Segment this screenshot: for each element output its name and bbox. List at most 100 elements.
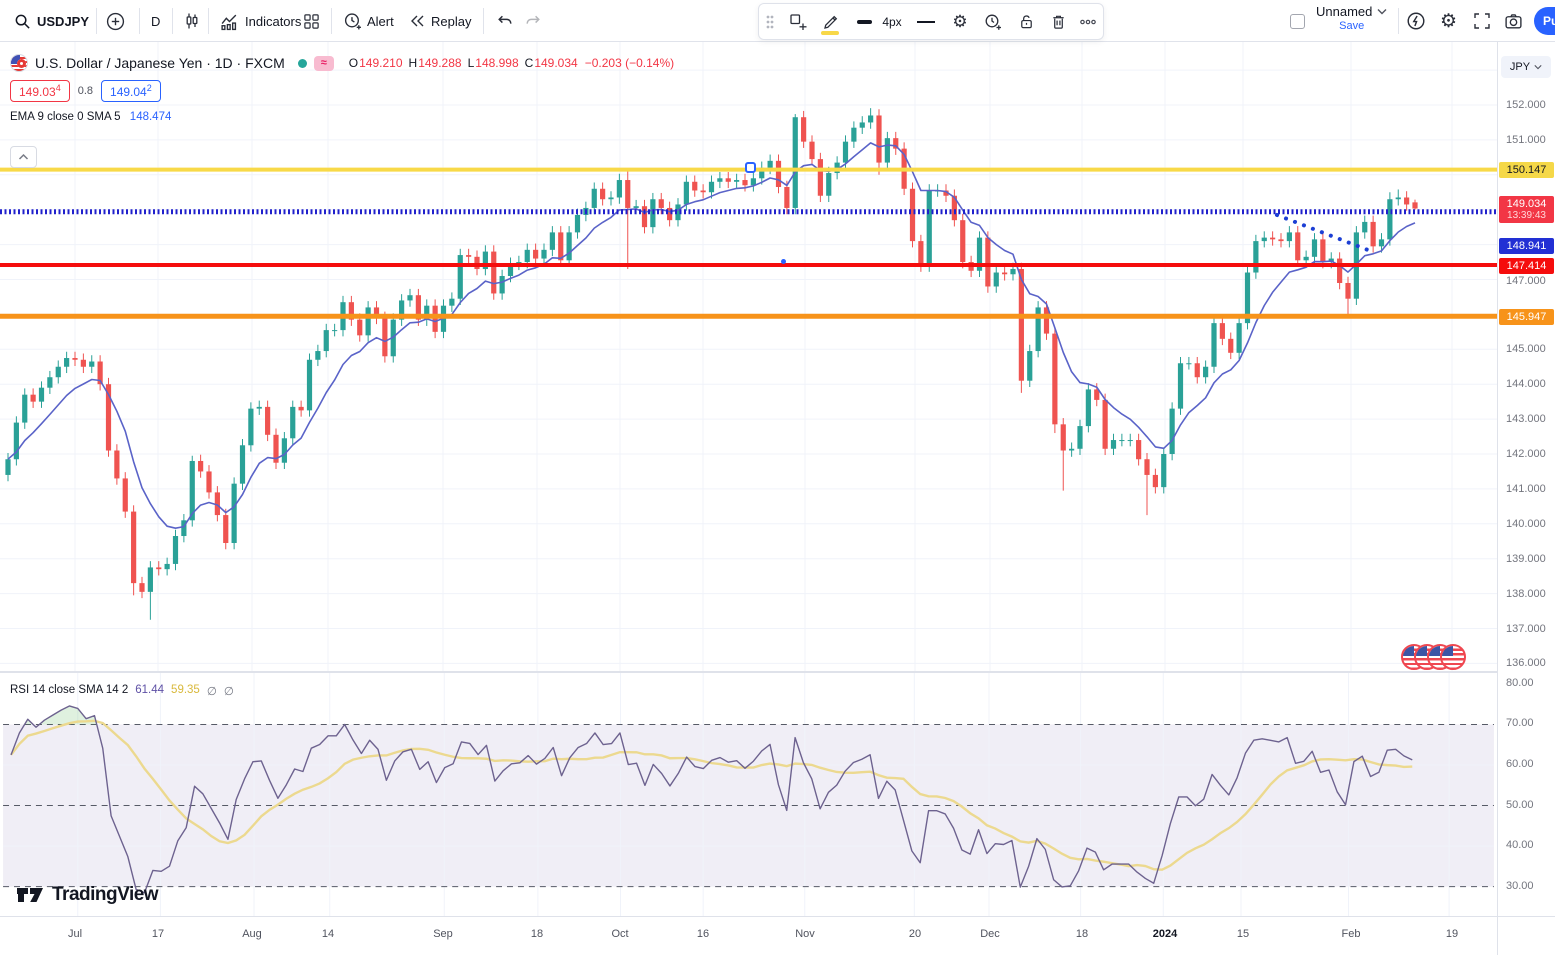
price-axis[interactable]: JPY 152.000 151.000 147.000 145.000 144.000 1…: [1497, 42, 1555, 945]
trendline: [1275, 213, 1370, 252]
chevron-up-icon: [18, 153, 29, 160]
symbol-title[interactable]: U.S. Dollar / Japanese Yen · 1D · FXCM: [35, 55, 285, 71]
axis-tick: 141.000: [1506, 483, 1546, 495]
currency-select[interactable]: JPY: [1501, 56, 1551, 78]
interval-button[interactable]: D: [151, 0, 160, 42]
spread-value: 0.8: [77, 85, 94, 97]
axis-tick: 143.000: [1506, 413, 1546, 425]
settings-button[interactable]: ⚙: [1440, 0, 1457, 42]
axis-tick: 144.000: [1506, 378, 1546, 390]
add-layout-button[interactable]: [783, 4, 813, 39]
replay-button[interactable]: Replay: [408, 0, 471, 42]
candles: [5, 108, 1418, 620]
tradingview-logo-icon: [17, 888, 43, 902]
symbol-search-button[interactable]: USDJPY: [14, 0, 89, 42]
quick-action-button[interactable]: [1406, 0, 1426, 42]
change-value: −0.203 (−0.14%): [584, 56, 675, 70]
time-axis[interactable]: Jul 17 Aug 14 Sep 18 Oct 16 Nov 20 Dec 18 2024 15 Feb 1…: [0, 916, 1555, 955]
search-icon: [15, 14, 30, 29]
axis-tick: 70.00: [1506, 717, 1534, 729]
divider: [139, 8, 140, 34]
snapshot-button[interactable]: [1504, 0, 1523, 42]
ema-line: [7, 142, 1416, 530]
axis-tick: 80.00: [1506, 677, 1534, 689]
buy-price-sup: 2: [146, 83, 152, 93]
pencil-icon: [824, 15, 838, 29]
low-label: L: [467, 56, 475, 70]
draw-tool-button[interactable]: [815, 4, 847, 39]
economic-event-flags[interactable]: [1401, 644, 1466, 670]
chart-legend: U.S. Dollar / Japanese Yen · 1D · FXCM ≈…: [10, 52, 675, 168]
buy-price: 149.04: [110, 85, 147, 99]
time-tick: Sep: [433, 928, 453, 940]
rsi-label: RSI 14 close SMA 14 2: [10, 684, 129, 696]
camera-icon: [1505, 13, 1522, 29]
compare-add-button[interactable]: [106, 0, 125, 42]
divider: [483, 8, 484, 34]
drawing-toolbar: 4px ⚙: [758, 3, 1104, 40]
ma-legend: EMA 9 close 0 SMA 5 148.474: [10, 111, 674, 123]
axis-tick: 50.00: [1506, 799, 1534, 811]
undo-button[interactable]: [495, 0, 514, 42]
line-width-value[interactable]: 4px: [877, 4, 907, 39]
indicators-label: Indicators: [245, 13, 302, 29]
fullscreen-button[interactable]: [1473, 0, 1491, 42]
line-thickness-swatch[interactable]: [851, 4, 877, 39]
buy-price-button[interactable]: 149.042: [101, 80, 161, 102]
price-level-label: 145.947: [1499, 309, 1554, 325]
rsi-value: 61.44: [135, 684, 165, 696]
delayed-data-icon[interactable]: ≈: [313, 55, 334, 71]
axis-tick: 60.00: [1506, 758, 1534, 770]
axis-tick: 140.000: [1506, 518, 1546, 530]
time-tick: 16: [696, 928, 710, 940]
drag-handle[interactable]: [763, 4, 777, 39]
symbol-name: USDJPY: [37, 13, 90, 29]
line-style-button[interactable]: [911, 4, 941, 39]
delete-drawing-button[interactable]: [1043, 4, 1073, 39]
templates-button[interactable]: [303, 0, 320, 42]
currency-label: JPY: [1509, 61, 1531, 73]
time-tick: 19: [1445, 928, 1459, 940]
interval-label: D: [151, 13, 161, 29]
high-label: H: [408, 56, 418, 70]
more-options-button[interactable]: [1073, 4, 1103, 39]
save-button[interactable]: Save: [1339, 20, 1365, 32]
sell-price-button[interactable]: 149.034: [10, 80, 70, 102]
drawing-anchor-handle[interactable]: [745, 162, 756, 173]
time-tick: Aug: [242, 928, 262, 940]
price-level-label: 147.414: [1499, 258, 1554, 274]
chart-type-button[interactable]: [183, 0, 201, 42]
layout-name: Unnamed: [1316, 4, 1373, 19]
time-tick: 17: [151, 928, 165, 940]
close-value: 149.034: [534, 56, 578, 70]
drawing-alert-button[interactable]: [977, 4, 1009, 39]
time-tick: 18: [530, 928, 544, 940]
line-style-icon: [917, 20, 935, 23]
axis-tick: 142.000: [1506, 448, 1546, 460]
collapse-legend-button[interactable]: [10, 146, 37, 168]
layout-checkbox[interactable]: [1290, 0, 1305, 42]
lock-drawing-button[interactable]: [1011, 4, 1041, 39]
symbol-flag-icon: [10, 54, 28, 72]
chevron-down-icon: [1534, 65, 1542, 70]
rsi-line: [10, 705, 1413, 894]
alert-button[interactable]: Alert: [343, 0, 394, 42]
redo-button[interactable]: [524, 0, 543, 42]
time-tick: 20: [908, 928, 922, 940]
indicators-button[interactable]: Indicators: [220, 0, 301, 42]
current-price-label: 149.034 13:39:43: [1499, 196, 1554, 223]
alert-clock-icon: [344, 12, 361, 29]
pane-separator[interactable]: [0, 671, 1555, 672]
layout-save-group[interactable]: Unnamed Save: [1316, 4, 1387, 32]
rsi-chart[interactable]: [0, 672, 1497, 916]
divider: [331, 8, 332, 34]
checkbox-icon: [1290, 13, 1305, 29]
price-level-label: 150.147: [1499, 162, 1554, 178]
drawing-settings-button[interactable]: ⚙: [945, 4, 975, 39]
publish-button[interactable]: Pu: [1534, 7, 1555, 35]
axis-tick: 40.00: [1506, 839, 1534, 851]
price-marker-dot: [781, 259, 786, 264]
sell-price: 149.03: [19, 85, 56, 99]
price-chart[interactable]: [0, 42, 1497, 672]
axis-tick: 30.00: [1506, 880, 1534, 892]
